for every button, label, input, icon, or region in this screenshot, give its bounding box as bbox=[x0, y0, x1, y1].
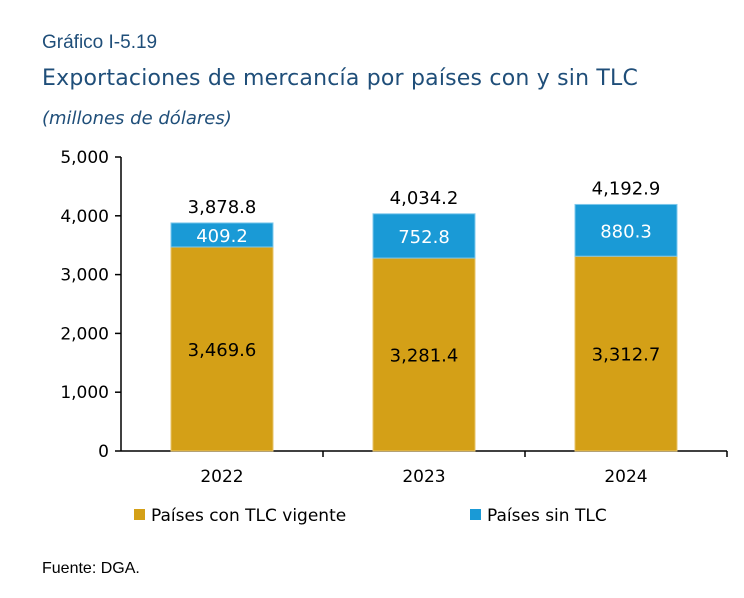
y-tick-label: 2,000 bbox=[60, 324, 109, 344]
legend-swatch bbox=[134, 509, 145, 520]
data-label-con-tlc: 3,312.7 bbox=[592, 345, 661, 366]
data-label-total: 4,034.2 bbox=[390, 188, 459, 209]
legend-label: Países sin TLC bbox=[487, 506, 607, 526]
x-tick-label: 2024 bbox=[604, 467, 647, 487]
bar-segment-con-tlc bbox=[574, 255, 678, 452]
y-tick-label: 0 bbox=[98, 442, 109, 462]
legend-swatch bbox=[470, 509, 481, 520]
bar-segment-con-tlc bbox=[170, 246, 274, 452]
chart-units: (millones de dólares) bbox=[42, 108, 232, 129]
y-tick-label: 1,000 bbox=[60, 383, 109, 403]
data-label-sin-tlc: 880.3 bbox=[600, 221, 652, 242]
data-label-sin-tlc: 752.8 bbox=[398, 227, 450, 248]
data-label-total: 3,878.8 bbox=[188, 197, 257, 218]
chart-title: Exportaciones de mercancía por países co… bbox=[42, 66, 639, 91]
y-tick-label: 4,000 bbox=[60, 207, 109, 227]
chart-label: Gráfico I-5.19 bbox=[42, 32, 158, 53]
x-tick-label: 2023 bbox=[402, 467, 445, 487]
y-tick-label: 5,000 bbox=[60, 148, 109, 168]
bar-segment-sin-tlc bbox=[372, 213, 476, 259]
bar-segment-sin-tlc bbox=[170, 222, 274, 248]
source-note: Fuente: DGA. bbox=[42, 560, 140, 577]
data-label-sin-tlc: 409.2 bbox=[196, 226, 248, 247]
x-tick-label: 2022 bbox=[200, 467, 243, 487]
y-tick-label: 3,000 bbox=[60, 266, 109, 286]
data-label-total: 4,192.9 bbox=[592, 178, 661, 199]
legend-label: Países con TLC vigente bbox=[151, 506, 346, 526]
data-label-con-tlc: 3,281.4 bbox=[390, 346, 459, 367]
data-label-con-tlc: 3,469.6 bbox=[188, 340, 257, 361]
bar-segment-sin-tlc bbox=[574, 203, 678, 257]
